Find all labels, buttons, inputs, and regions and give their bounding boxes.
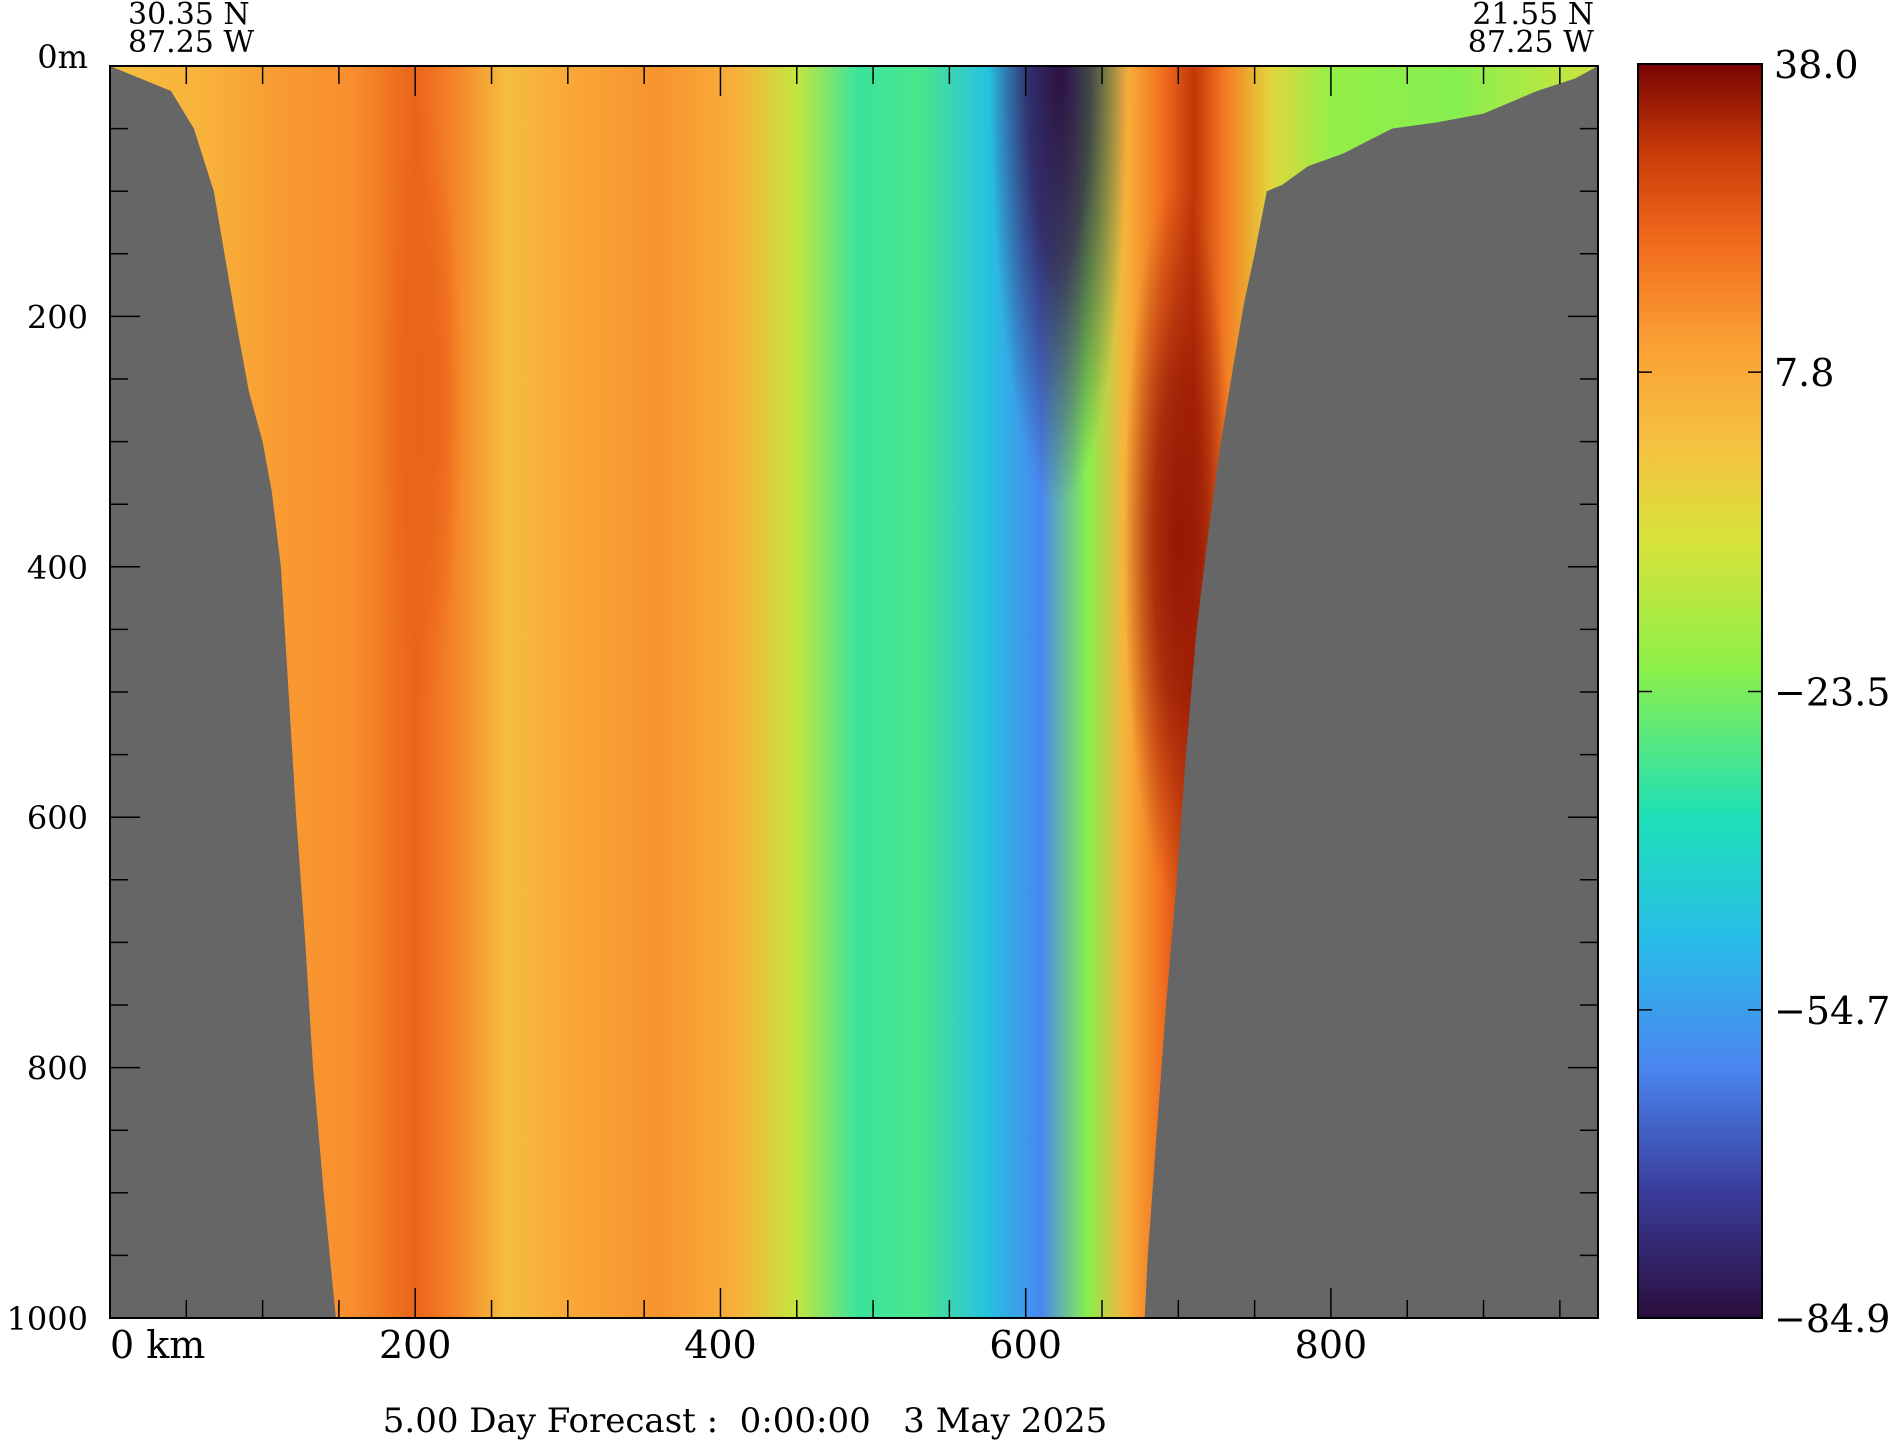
start-lon-label: 87.25 W [128,25,254,60]
forecast-caption: 5.00 Day Forecast : 0:00:00 3 May 2025 [383,1401,1108,1441]
y-tick-label: 800 [27,1050,88,1088]
x-tick-label: 200 [379,1323,452,1367]
colorbar-label: −54.7 [1774,989,1890,1033]
colorbar-axis: 38.0 7.8 −23.5 −54.7 −84.9 [1638,43,1890,1341]
y-tick-label: 200 [27,298,88,336]
x-tick-label: 800 [1295,1323,1368,1367]
y-tick-label: 1000 [7,1300,88,1338]
y-tick-label: 0m [37,38,88,76]
land-right [1144,66,1598,1318]
end-lon-label: 87.25 W [1468,25,1594,60]
colorbar [1637,63,1763,1319]
velocity-cores [382,66,1234,902]
plot-area [110,66,1598,1318]
colorbar-label: −84.9 [1774,1297,1890,1341]
x-tick-label: 0 km [110,1323,205,1367]
colorbar-label: −23.5 [1774,671,1890,715]
start-lat-label: 30.35 N [128,0,250,32]
y-tick-label: 600 [27,799,88,837]
colorbar-label: 7.8 [1774,351,1834,395]
velocity-core [382,104,463,705]
y-tick-label: 400 [27,549,88,587]
land-left [110,66,336,1318]
velocity-core [989,66,1130,506]
x-axis: 0 km 200 400 600 800 [109,66,1561,1367]
end-lat-label: 21.55 N [1472,0,1594,32]
colorbar-label: 38.0 [1774,43,1859,87]
x-tick-label: 400 [684,1323,757,1367]
y-axis: 0m 200 400 600 800 1000 [7,38,1598,1338]
x-tick-label: 600 [989,1323,1062,1367]
